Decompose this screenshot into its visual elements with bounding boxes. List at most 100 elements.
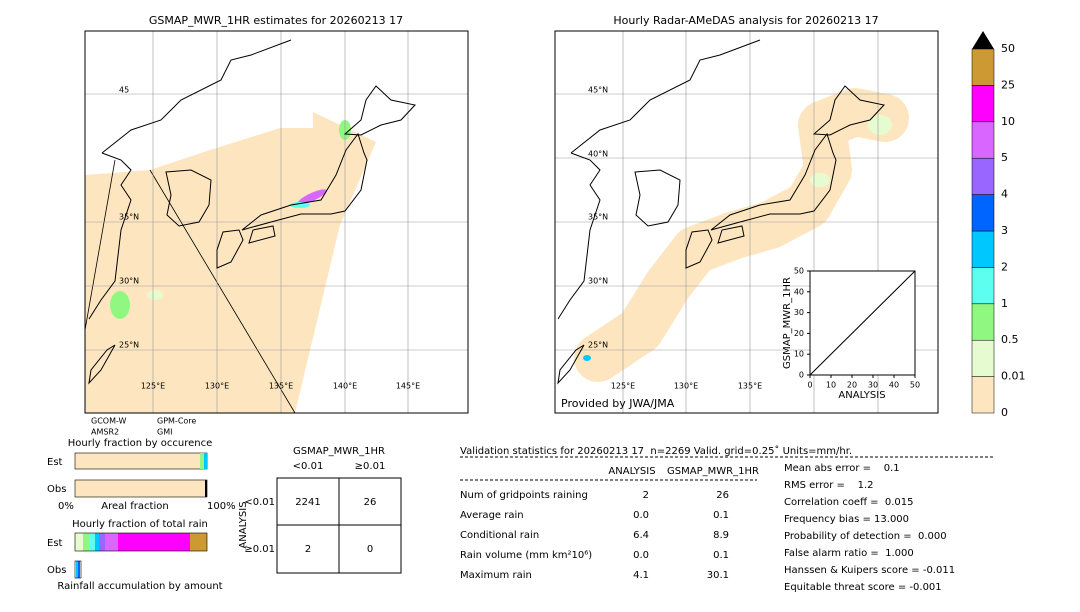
bar-segment: [89, 533, 95, 551]
lon-label: 125°E: [611, 382, 635, 391]
lat-label: 35°N: [588, 213, 608, 222]
chart-title: Hourly fraction by occurence: [68, 438, 212, 449]
est-occurrence-bar: [74, 452, 208, 470]
score: Frequency bias = 13.000: [784, 514, 909, 525]
colorbar-extend: [972, 31, 994, 49]
row-label: Obs: [47, 565, 66, 576]
column-label: <0.01: [293, 461, 324, 472]
map-border: [554, 30, 939, 414]
map-border: [84, 30, 469, 414]
score: False alarm ratio = 1.000: [784, 548, 914, 559]
rain-area: [290, 202, 310, 208]
stats-header: Validation statistics for 20260213 17 n=…: [460, 445, 852, 457]
colorbar-label: 0.5: [1001, 333, 1019, 346]
stat-value: 4.1: [633, 570, 649, 581]
rain-area: [810, 173, 830, 187]
map-estimates: [84, 30, 469, 414]
colorbar-segment: [971, 376, 995, 414]
diagonal: [809, 270, 916, 376]
bar-segment: [105, 533, 118, 551]
score: Hanssen & Kuipers score = -0.011: [784, 565, 955, 576]
grid: [85, 31, 468, 413]
x-axis-label: ANALYSIS: [838, 390, 885, 401]
stat-value: 0.0: [633, 550, 649, 561]
analysis-domain: [574, 88, 909, 382]
x-tick-label: 50: [910, 381, 920, 390]
score: Mean abs error = 0.1: [784, 463, 900, 474]
row-label: <0.01: [244, 497, 275, 508]
column-label: ANALYSIS: [608, 466, 655, 477]
score: Equitable threat score = -0.001: [784, 582, 942, 593]
bar-segment: [190, 533, 207, 551]
bar-segment: [118, 533, 190, 551]
colorbar-label: 50: [1001, 42, 1015, 55]
colorbar-label: 3: [1001, 224, 1008, 237]
map-title: Hourly Radar-AMeDAS analysis for 2026021…: [613, 14, 878, 27]
colorbar-label: 25: [1001, 78, 1015, 91]
colorbar-segment: [971, 157, 995, 195]
row-title: ANALYSIS: [238, 501, 249, 548]
colorbar-label: 10: [1001, 115, 1015, 128]
obs-occurrence-bar: [74, 479, 208, 498]
fraction-bars: [74, 452, 208, 579]
grid: [555, 31, 938, 413]
y-axis-label: GSMAP_MWR_1HR: [782, 277, 793, 369]
axis-label: 0%: [58, 501, 74, 512]
rain-area: [110, 291, 130, 319]
colorbar-label: 0: [1001, 406, 1008, 419]
stat-label: Num of gridpoints raining: [460, 490, 588, 501]
colorbar-segment: [971, 303, 995, 341]
bar-segment: [99, 533, 105, 551]
colorbar-label: 5: [1001, 151, 1008, 164]
stat-value: 6.4: [633, 530, 649, 541]
sensor-label: AMSR2: [91, 428, 119, 437]
bar-segment: [78, 561, 80, 578]
colorbar-segment: [971, 194, 995, 232]
axis-label: 100%: [207, 501, 236, 512]
x-tick-label: 40: [889, 381, 899, 390]
x-tick-label: 0: [807, 381, 812, 390]
colorbar-segment: [971, 267, 995, 305]
table-cell: 26: [364, 497, 377, 508]
stat-value: 8.9: [713, 530, 729, 541]
est-rain-bar: [74, 532, 208, 552]
sensor-label: GPM-Core: [157, 417, 196, 426]
score: Correlation coeff = 0.015: [784, 497, 914, 508]
y-tick-label: 50: [794, 267, 804, 276]
lat-label: 25°N: [588, 341, 608, 350]
colorbar-segment: [971, 230, 995, 268]
colorbar-label: 1: [1001, 297, 1008, 310]
bar-segment: [76, 561, 78, 578]
sensor-label: GCOM-W: [91, 417, 127, 426]
stat-value: 30.1: [707, 570, 729, 581]
rain-area: [868, 115, 892, 135]
rain-area: [583, 355, 591, 361]
credit: Provided by JWA/JMA: [561, 397, 675, 410]
rain-area: [147, 290, 163, 300]
lon-label: 135°E: [738, 382, 762, 391]
table-cell: 0: [367, 544, 373, 555]
column-label: ≥0.01: [355, 461, 386, 472]
y-tick-label: 40: [794, 287, 804, 296]
colorbar-segment: [971, 121, 995, 159]
bar-segment: [75, 533, 83, 551]
x-tick-label: 30: [868, 381, 878, 390]
x-tick-label: 20: [847, 381, 857, 390]
obs-rain-bar: [74, 560, 82, 579]
table-cell: 2241: [295, 497, 320, 508]
sensor-label: GMI: [157, 428, 172, 437]
stat-value: 26: [716, 490, 729, 501]
axis-label: Areal fraction: [101, 501, 168, 512]
bar-segment: [83, 533, 89, 551]
bar-segment: [200, 453, 204, 469]
lon-label: 135°E: [269, 382, 293, 391]
colorbar-segment: [971, 85, 995, 123]
rain-area: [297, 189, 327, 205]
column-label: GSMAP_MWR_1HR: [667, 466, 759, 477]
score: Probability of detection = 0.000: [784, 531, 947, 542]
bar-segment: [204, 453, 207, 469]
x-tick-label: 10: [826, 381, 836, 390]
row-label: Est: [47, 538, 63, 549]
row-label: Obs: [47, 484, 66, 495]
